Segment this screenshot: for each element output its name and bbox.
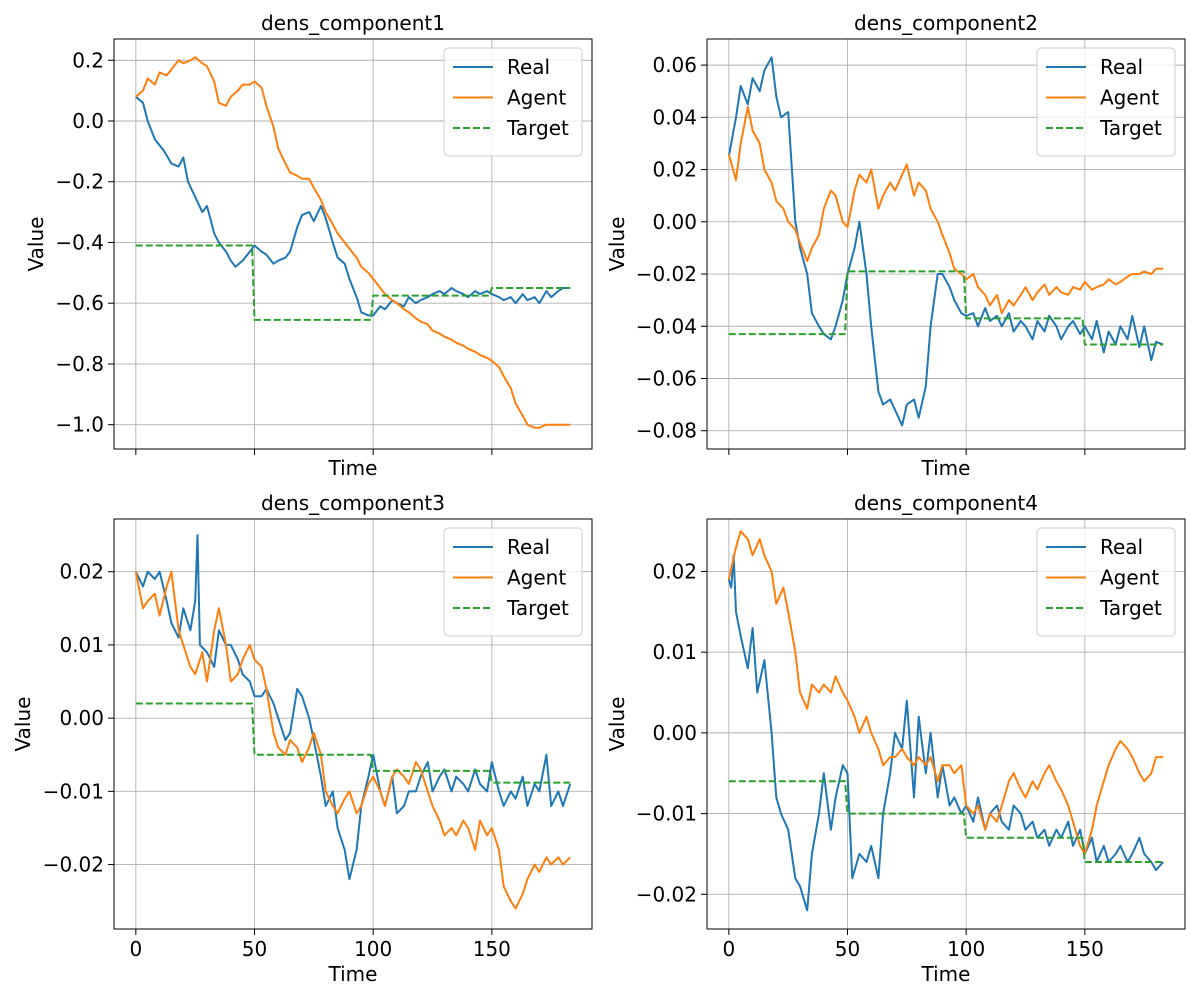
series-line-target bbox=[728, 270, 1164, 346]
y-tick-label: 0.00 bbox=[652, 721, 697, 745]
y-tick-label: 0.02 bbox=[652, 158, 697, 182]
legend-label-target: Target bbox=[506, 116, 569, 140]
y-tick-label: 0.02 bbox=[59, 560, 104, 584]
series-line-agent bbox=[727, 530, 1164, 855]
chart-title: dens_component1 bbox=[261, 11, 445, 35]
legend: Real Agent Target bbox=[1036, 527, 1176, 637]
y-tick-label: −0.4 bbox=[55, 230, 104, 254]
subplot-3: 0 50 100 150 0.02 0.01 0.00 −0.01 −0.02 dens_comp… bbox=[11, 491, 593, 986]
y-tick-label: 0.01 bbox=[59, 633, 104, 657]
x-axis-label: Time bbox=[921, 456, 971, 480]
y-tick-label: −0.02 bbox=[636, 262, 697, 286]
y-tick-label: 0.00 bbox=[652, 210, 697, 234]
series-line-target bbox=[135, 702, 571, 784]
series-line-target bbox=[728, 780, 1164, 863]
y-tick-label: −0.06 bbox=[636, 366, 697, 390]
x-tick-label: 100 bbox=[947, 937, 985, 961]
series-line-agent bbox=[727, 105, 1164, 315]
y-tick-label: −0.6 bbox=[55, 291, 104, 315]
plot-frame bbox=[706, 518, 1186, 930]
y-tick-label: 0.00 bbox=[59, 706, 104, 730]
y-tick-label: −0.02 bbox=[43, 853, 104, 877]
x-axis-label: Time bbox=[328, 456, 378, 480]
x-tick-label: 100 bbox=[354, 937, 392, 961]
y-tick-label: 0.0 bbox=[72, 109, 104, 133]
y-tick-label: −1.0 bbox=[55, 413, 104, 437]
legend: Real Agent Target bbox=[443, 47, 583, 157]
chart-title: dens_component4 bbox=[854, 491, 1038, 515]
y-tick-label: −0.8 bbox=[55, 352, 104, 376]
series-line-agent bbox=[135, 56, 571, 429]
chart-title: dens_component3 bbox=[261, 491, 445, 515]
legend-label-real: Real bbox=[507, 55, 550, 79]
series-line-target bbox=[135, 244, 571, 321]
plot-frame bbox=[113, 518, 593, 930]
y-axis-label: Value bbox=[605, 217, 629, 272]
legend-label-real: Real bbox=[1100, 55, 1143, 79]
x-tick-label: 150 bbox=[1066, 937, 1104, 961]
y-tick-label: −0.04 bbox=[636, 314, 697, 338]
legend: Real Agent Target bbox=[1036, 47, 1176, 157]
legend-label-target: Target bbox=[506, 596, 569, 620]
x-axis-label: Time bbox=[921, 962, 971, 986]
y-tick-label: −0.01 bbox=[636, 802, 697, 826]
legend-label-real: Real bbox=[1100, 535, 1143, 559]
y-tick-label: 0.06 bbox=[652, 53, 697, 77]
legend-label-agent: Agent bbox=[507, 566, 566, 590]
y-tick-label: −0.02 bbox=[636, 882, 697, 906]
subplot-1: 0.2 0.0 −0.2 −0.4 −0.6 −0.8 −1.0 dens_component… bbox=[24, 11, 593, 480]
x-axis-label: Time bbox=[328, 962, 378, 986]
y-tick-label: 0.2 bbox=[72, 48, 104, 72]
y-tick-label: −0.08 bbox=[636, 419, 697, 443]
legend-label-agent: Agent bbox=[507, 86, 566, 110]
subplot-4: 0 50 100 150 0.02 0.01 0.00 −0.01 −0.02 dens_comp… bbox=[605, 491, 1186, 986]
y-axis-label: Value bbox=[605, 697, 629, 752]
y-axis-label: Value bbox=[11, 697, 35, 752]
series-line-real bbox=[727, 56, 1164, 427]
series-line-real bbox=[135, 95, 571, 317]
legend-label-agent: Agent bbox=[1100, 86, 1159, 110]
y-tick-label: 0.01 bbox=[652, 640, 697, 664]
plot-frame bbox=[113, 38, 593, 450]
x-tick-label: 0 bbox=[722, 937, 735, 961]
y-tick-label: 0.04 bbox=[652, 105, 697, 129]
y-tick-label: −0.01 bbox=[43, 779, 104, 803]
x-tick-label: 50 bbox=[835, 937, 860, 961]
y-tick-label: 0.02 bbox=[652, 559, 697, 583]
legend-label-target: Target bbox=[1099, 596, 1162, 620]
x-tick-label: 50 bbox=[242, 937, 267, 961]
legend-label-target: Target bbox=[1099, 116, 1162, 140]
plot-frame bbox=[706, 38, 1186, 450]
y-axis-label: Value bbox=[24, 217, 48, 272]
legend: Real Agent Target bbox=[443, 527, 583, 637]
series-line-agent bbox=[134, 570, 571, 910]
y-tick-label: −0.2 bbox=[55, 170, 104, 194]
legend-label-agent: Agent bbox=[1100, 566, 1159, 590]
x-tick-label: 0 bbox=[129, 937, 142, 961]
legend-label-real: Real bbox=[507, 535, 550, 559]
chart-title: dens_component2 bbox=[854, 11, 1038, 35]
x-tick-label: 150 bbox=[473, 937, 511, 961]
subplot-2: 0.06 0.04 0.02 0.00 −0.02 −0.04 −0.06 −0.08 dens… bbox=[605, 11, 1186, 480]
